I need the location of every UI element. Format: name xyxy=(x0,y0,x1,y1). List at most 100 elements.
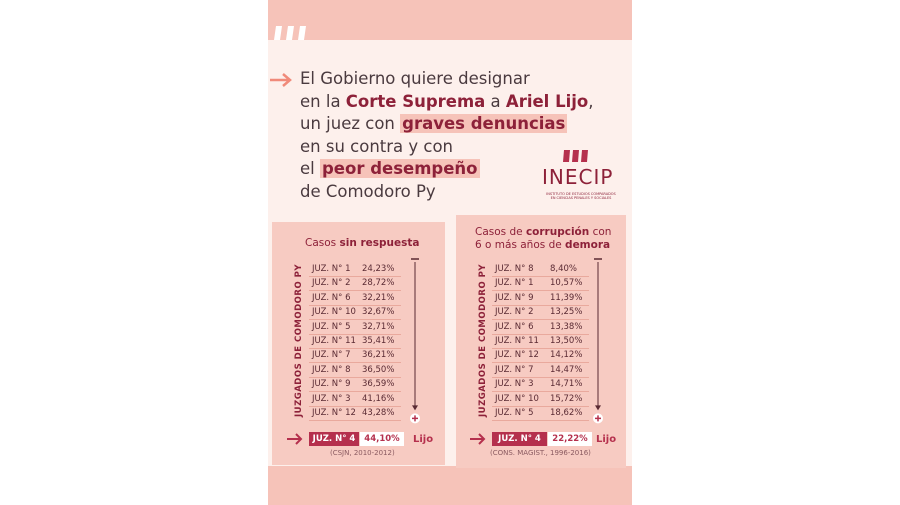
text-line: Casos de corrupción con xyxy=(475,226,611,239)
row-label: JUZ. N° 8 xyxy=(495,264,534,274)
bottom-band xyxy=(268,466,632,505)
row-divider xyxy=(309,376,401,378)
arrow-icon xyxy=(270,73,292,87)
row-value: 13,38% xyxy=(550,321,583,332)
row-divider xyxy=(492,276,589,277)
row-divider xyxy=(492,420,589,421)
row-label: JUZ. N° 1 xyxy=(312,264,351,274)
row-value: 41,16% xyxy=(362,393,395,404)
row-label: JUZ. N° 8 xyxy=(312,364,351,375)
row-divider xyxy=(309,348,401,349)
row-label: JUZ. N° 5 xyxy=(495,408,534,418)
text-line: Casos sin respuesta xyxy=(305,237,419,250)
text-line: en la Corte Suprema a Ariel Lijo, xyxy=(300,91,594,114)
row-label: JUZ. N° 9 xyxy=(312,379,351,390)
card-title: Casos sin respuesta xyxy=(305,237,419,250)
row-divider xyxy=(492,304,589,306)
top-band xyxy=(268,0,632,40)
row-divider xyxy=(492,362,589,364)
row-label: JUZ. N° 6 xyxy=(312,292,351,303)
highlight-value: 22,22% xyxy=(548,432,592,447)
row-label: JUZ. N° 3 xyxy=(312,393,351,404)
row-value: 32,67% xyxy=(362,307,395,318)
trend-arrow xyxy=(593,258,603,424)
text-segment: en la xyxy=(300,91,346,111)
logo-subtitle: INSTITUTO DE ESTUDIOS COMPARADOS EN CIEN… xyxy=(546,192,616,200)
text-line: de Comodoro Py xyxy=(300,181,594,204)
text-segment: 6 o más años de xyxy=(475,239,566,251)
row-value: 43,28% xyxy=(362,408,395,418)
row-value: 15,72% xyxy=(550,393,583,404)
row-value: 13,25% xyxy=(550,307,583,318)
text-segment: Ariel Lijo xyxy=(505,91,589,111)
row-label: JUZ. N° 7 xyxy=(495,364,534,375)
row-divider xyxy=(309,333,401,335)
highlight-label: JUZ. N° 4 xyxy=(309,432,359,447)
source-note: (CSJN, 2010-2012) xyxy=(330,449,395,458)
row-value: 35,41% xyxy=(362,336,395,346)
text-line: un juez con graves denuncias xyxy=(300,113,594,136)
row-value: 11,39% xyxy=(550,292,583,303)
row-value: 36,21% xyxy=(362,350,395,361)
row-label: JUZ. N° 12 xyxy=(495,350,539,361)
axis-label: JUZGADOS DE COMODORO PY xyxy=(478,263,488,417)
row-label: JUZ. N° 11 xyxy=(495,336,539,346)
text-segment: corrupción xyxy=(525,226,590,238)
top-marks xyxy=(274,26,306,40)
row-label: JUZ. N° 7 xyxy=(312,350,351,361)
row-divider xyxy=(492,290,589,292)
row-value: 24,23% xyxy=(362,264,395,274)
row-divider xyxy=(309,405,401,407)
row-value: 36,59% xyxy=(362,379,395,390)
highlight-label: JUZ. N° 4 xyxy=(492,432,547,447)
axis-label: JUZGADOS DE COMODORO PY xyxy=(294,263,304,417)
text-segment: , xyxy=(588,91,594,111)
row-label: JUZ. N° 5 xyxy=(312,321,351,332)
row-label: JUZ. N° 10 xyxy=(312,307,356,318)
text-segment: peor desempeño xyxy=(319,159,480,178)
row-divider xyxy=(309,304,401,306)
row-label: JUZ. N° 9 xyxy=(495,292,534,303)
row-label: JUZ. N° 3 xyxy=(495,379,534,390)
row-divider xyxy=(492,333,589,335)
text-segment: sin respuesta xyxy=(339,237,420,249)
row-value: 36,50% xyxy=(362,364,395,375)
row-divider xyxy=(492,405,589,407)
text-segment: un juez con xyxy=(300,114,401,133)
text-segment: El Gobierno quiere designar xyxy=(300,69,530,88)
source-note: (CONS. MAGIST., 1996-2016) xyxy=(490,449,591,458)
text-segment: Corte Suprema xyxy=(345,91,486,111)
logo-icon xyxy=(563,150,588,162)
highlight-name: Lijo xyxy=(413,434,434,446)
row-value: 32,21% xyxy=(362,292,395,303)
row-label: JUZ. N° 2 xyxy=(495,307,534,318)
row-label: JUZ. N° 10 xyxy=(495,393,539,404)
row-divider xyxy=(309,420,401,421)
text-segment: a xyxy=(485,91,506,111)
row-value: 10,57% xyxy=(550,278,583,289)
logo-name: INECIP xyxy=(542,165,614,189)
highlight-arrow xyxy=(470,433,486,446)
text-segment: Casos xyxy=(305,237,340,249)
trend-arrow xyxy=(410,258,420,424)
row-divider xyxy=(492,348,589,349)
row-value: 32,71% xyxy=(362,321,395,332)
row-divider xyxy=(492,391,589,393)
text-segment: el xyxy=(300,159,320,178)
row-value: 28,72% xyxy=(362,278,395,289)
text-line: en su contra y con xyxy=(300,136,594,159)
row-value: 14,71% xyxy=(550,379,583,390)
text-line: el peor desempeño xyxy=(300,158,594,181)
text-segment: en su contra y con xyxy=(300,136,454,156)
row-value: 14,12% xyxy=(550,350,583,361)
row-divider xyxy=(309,362,401,364)
text-segment: graves denuncias xyxy=(400,114,568,133)
headline: El Gobierno quiere designar en la Corte S… xyxy=(300,68,594,203)
row-label: JUZ. N° 11 xyxy=(312,336,356,346)
card-title: Casos de corrupción con 6 o más años de d… xyxy=(475,226,611,252)
text-segment: demora xyxy=(565,239,611,251)
text-line: 6 o más años de demora xyxy=(475,239,611,252)
row-value: 18,62% xyxy=(550,408,583,418)
row-divider xyxy=(492,319,589,321)
